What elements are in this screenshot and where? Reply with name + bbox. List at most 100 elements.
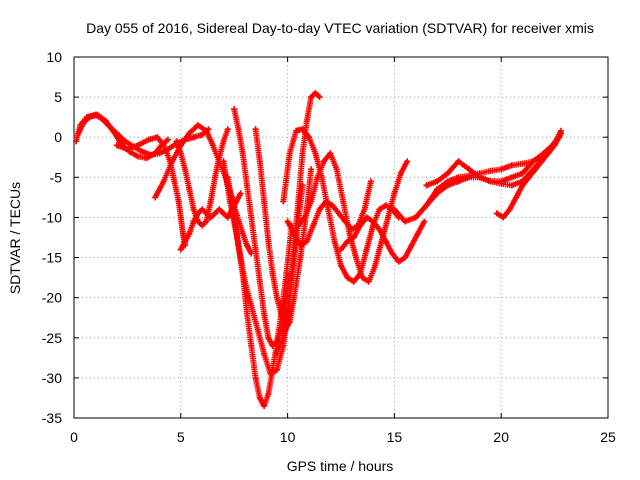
data-point bbox=[382, 202, 389, 209]
data-point bbox=[370, 218, 377, 225]
data-point bbox=[199, 206, 206, 213]
data-point bbox=[359, 274, 366, 281]
data-point bbox=[182, 238, 189, 245]
data-point bbox=[160, 142, 167, 149]
data-point bbox=[476, 174, 483, 181]
data-point bbox=[256, 278, 263, 285]
data-point bbox=[261, 402, 268, 409]
data-point bbox=[190, 206, 197, 213]
gridlines bbox=[74, 57, 608, 418]
data-point bbox=[308, 94, 315, 101]
data-point bbox=[372, 262, 379, 269]
data-point bbox=[103, 118, 110, 125]
x-axis-label: GPS time / hours bbox=[287, 458, 394, 474]
data-point bbox=[391, 190, 398, 197]
x-tick-label: 20 bbox=[493, 429, 509, 445]
data-point bbox=[397, 170, 404, 177]
data-point bbox=[558, 130, 565, 137]
data-point bbox=[113, 142, 120, 149]
data-point bbox=[265, 334, 272, 341]
x-tick-label: 5 bbox=[177, 429, 185, 445]
data-point bbox=[269, 342, 276, 349]
y-tick-label: 5 bbox=[54, 89, 62, 105]
data-point bbox=[273, 366, 280, 373]
data-point bbox=[224, 214, 231, 221]
data-point bbox=[508, 182, 515, 189]
data-point bbox=[320, 158, 327, 165]
data-point bbox=[455, 178, 462, 185]
data-point bbox=[261, 350, 268, 357]
data-point bbox=[376, 206, 383, 213]
data-point bbox=[273, 294, 280, 301]
data-point bbox=[267, 370, 274, 377]
data-point bbox=[177, 150, 184, 157]
data-point bbox=[348, 226, 355, 233]
data-point bbox=[244, 310, 251, 317]
data-point bbox=[423, 182, 430, 189]
data-point bbox=[273, 350, 280, 357]
data-point bbox=[532, 166, 539, 173]
y-tick-label: -35 bbox=[42, 410, 62, 426]
data-point bbox=[434, 178, 441, 185]
x-tick-label: 15 bbox=[387, 429, 403, 445]
data-point bbox=[152, 194, 159, 201]
data-point bbox=[338, 262, 344, 269]
data-point bbox=[177, 246, 184, 253]
y-tick-label: -25 bbox=[42, 330, 62, 346]
data-point bbox=[179, 230, 186, 237]
data-point bbox=[75, 130, 82, 137]
data-point bbox=[145, 136, 152, 143]
data-point bbox=[286, 150, 293, 157]
data-point bbox=[239, 150, 246, 157]
data-point bbox=[455, 158, 462, 165]
data-point bbox=[177, 214, 184, 221]
data-point bbox=[303, 238, 310, 245]
data-point bbox=[301, 214, 308, 221]
data-point bbox=[525, 174, 532, 181]
data-point bbox=[135, 153, 142, 160]
series-arc-18 bbox=[412, 130, 565, 221]
data-point bbox=[269, 270, 276, 277]
y-tick-label: 0 bbox=[54, 129, 62, 145]
data-point bbox=[239, 230, 246, 237]
data-point bbox=[308, 166, 315, 173]
data-point bbox=[256, 394, 263, 401]
series-arc-19 bbox=[493, 130, 565, 221]
data-point bbox=[487, 178, 494, 185]
data-point bbox=[254, 326, 261, 333]
data-point bbox=[81, 118, 88, 125]
data-point bbox=[220, 210, 227, 217]
data-point bbox=[513, 194, 520, 201]
data-point bbox=[235, 126, 242, 133]
data-point bbox=[382, 238, 389, 245]
data-point bbox=[444, 170, 451, 177]
data-point bbox=[519, 160, 526, 167]
data-point bbox=[280, 334, 287, 341]
data-point bbox=[171, 178, 178, 185]
data-point bbox=[316, 94, 323, 101]
series-arc-15 bbox=[338, 214, 428, 265]
data-point bbox=[530, 158, 537, 165]
data-point bbox=[404, 158, 411, 165]
data-point bbox=[173, 138, 180, 145]
data-point bbox=[278, 310, 285, 317]
y-tick-label: -15 bbox=[42, 250, 62, 266]
data-point bbox=[357, 222, 364, 229]
data-point bbox=[286, 294, 293, 301]
data-point bbox=[164, 136, 171, 143]
data-point bbox=[344, 274, 351, 281]
data-point bbox=[327, 150, 334, 157]
data-point bbox=[312, 90, 319, 97]
data-point bbox=[248, 302, 255, 309]
data-point bbox=[284, 218, 291, 225]
data-point bbox=[224, 126, 231, 133]
data-point bbox=[244, 242, 251, 249]
data-point bbox=[160, 178, 167, 185]
data-point bbox=[338, 246, 344, 253]
data-point bbox=[211, 210, 218, 217]
data-point bbox=[265, 390, 272, 397]
data-point bbox=[314, 174, 321, 181]
data-point bbox=[295, 222, 302, 229]
data-point bbox=[412, 214, 419, 221]
series-arc-14 bbox=[284, 178, 374, 249]
